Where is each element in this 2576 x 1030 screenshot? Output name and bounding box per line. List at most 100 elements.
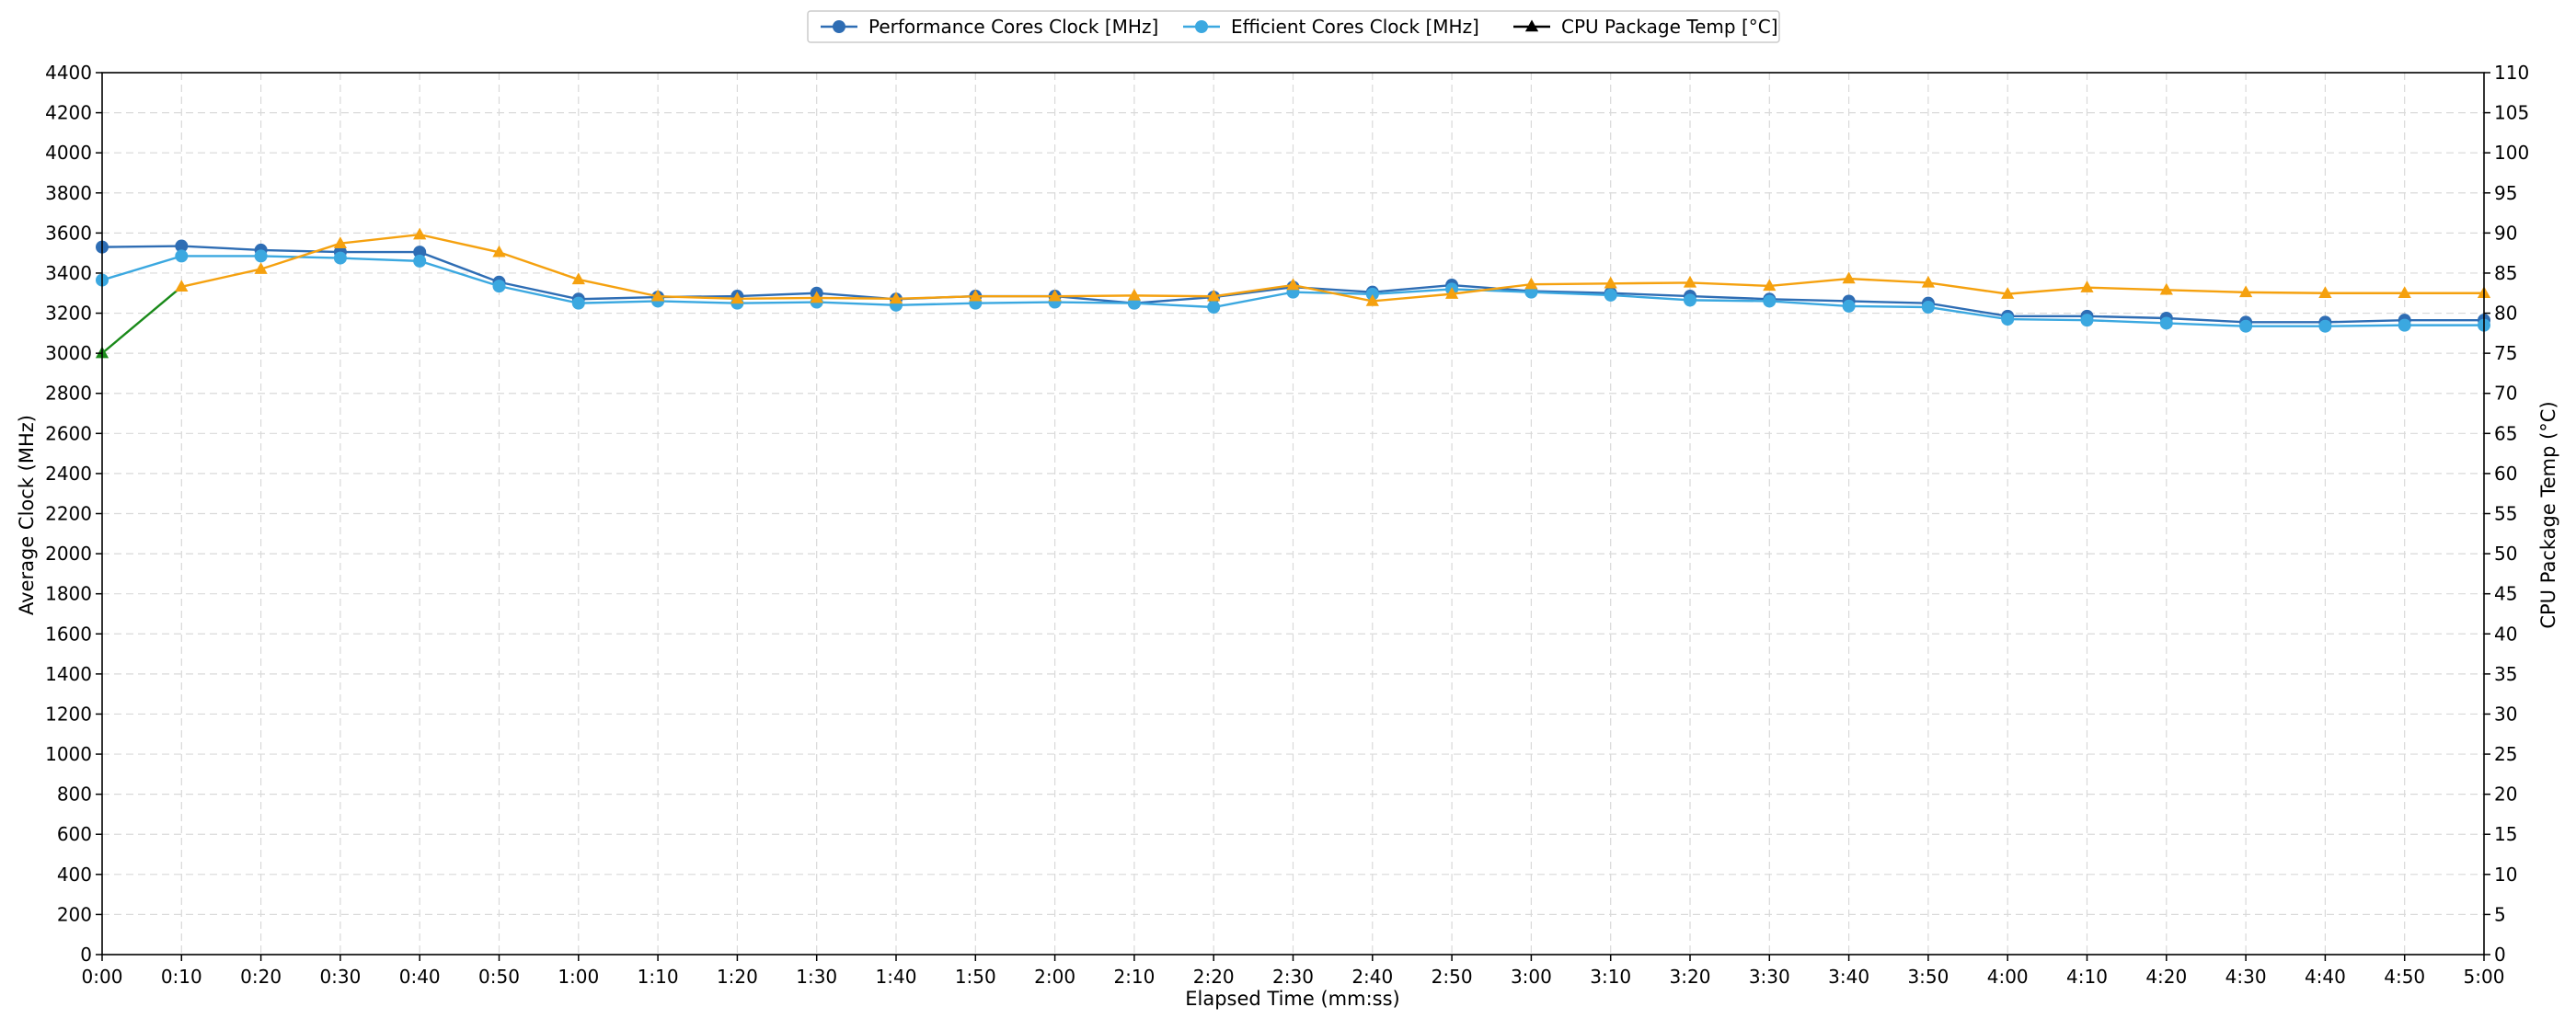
y2-tick-label: 105 <box>2494 102 2529 124</box>
series-2-point <box>254 262 268 274</box>
x-axis-label: Elapsed Time (mm:ss) <box>1185 988 1400 1010</box>
y2-tick-label: 80 <box>2494 303 2517 325</box>
y2-tick-label: 95 <box>2494 182 2517 204</box>
series-1-point <box>2001 313 2015 326</box>
series-0-point <box>175 239 189 253</box>
x-tick-label: 3:00 <box>1511 966 1552 988</box>
x-tick-label: 3:20 <box>1670 966 1711 988</box>
y2-tick-label: 55 <box>2494 503 2517 525</box>
y-tick-label: 2600 <box>45 422 92 444</box>
series-2-point <box>1763 279 1777 292</box>
series-2-point <box>2001 287 2015 299</box>
series-2-point <box>1207 289 1221 302</box>
series-2-point <box>492 245 506 258</box>
x-tick-label: 0:50 <box>478 966 520 988</box>
x-tick-label: 3:40 <box>1828 966 1869 988</box>
series-1-point <box>571 296 585 310</box>
series-0-point <box>413 246 427 259</box>
series-2-point <box>1286 278 1300 291</box>
y-tick-label: 3400 <box>45 262 92 284</box>
y2-tick-label: 75 <box>2494 342 2517 364</box>
legend: Performance Cores Clock [MHz] Efficient C… <box>807 10 1780 43</box>
x-tick-label: 1:00 <box>558 966 599 988</box>
y-tick-label: 2000 <box>45 543 92 565</box>
legend-marker-0 <box>833 20 845 33</box>
x-tick-label: 4:50 <box>2384 966 2425 988</box>
series-2-point <box>810 291 823 303</box>
series-1-point <box>1365 287 1379 301</box>
y2-tick-label: 110 <box>2494 62 2529 84</box>
series-2-point <box>413 227 427 240</box>
x-tick-label: 2:00 <box>1034 966 1075 988</box>
x-tick-label: 1:40 <box>876 966 917 988</box>
series-2-point <box>1604 276 1617 289</box>
x-tick-label: 2:30 <box>1272 966 1314 988</box>
ticks-layer: 0:00 0:10 0:20 0:30 0:40 0:50 1:00 1:10 1:20 1:30… <box>45 62 2529 988</box>
x-tick-label: 4:00 <box>1987 966 2029 988</box>
series-1-point <box>1842 299 1856 313</box>
series-2-point <box>1921 275 1936 288</box>
y-tick-label: 2200 <box>45 503 92 525</box>
x-tick-label: 4:40 <box>2305 966 2346 988</box>
series-1-point <box>2159 316 2173 330</box>
y2-tick-label: 35 <box>2494 663 2517 685</box>
x-tick-label: 5:00 <box>2464 966 2505 988</box>
y2-tick-label: 60 <box>2494 463 2517 485</box>
x-tick-label: 0:40 <box>399 966 441 988</box>
y-tick-label: 1800 <box>45 583 92 605</box>
series-2-point <box>571 272 585 285</box>
y-tick-label: 2400 <box>45 463 92 485</box>
x-tick-label: 1:20 <box>717 966 758 988</box>
series-2-point <box>1524 277 1538 290</box>
y2-tick-label: 0 <box>2494 944 2506 966</box>
x-tick-label: 3:50 <box>1907 966 1949 988</box>
x-tick-label: 1:10 <box>638 966 679 988</box>
y2-tick-label: 100 <box>2494 142 2529 164</box>
x-tick-label: 4:10 <box>2066 966 2108 988</box>
y2-tick-label: 90 <box>2494 222 2517 244</box>
y2-tick-label: 10 <box>2494 864 2517 886</box>
series-1-point <box>492 280 506 293</box>
y-tick-label: 3800 <box>45 182 92 204</box>
series-1-point <box>1684 293 1696 307</box>
y-tick-label: 4000 <box>45 142 92 164</box>
series-2-point <box>1683 275 1697 288</box>
y2-tick-label: 40 <box>2494 623 2517 645</box>
series-2-point <box>730 292 744 304</box>
y2-tick-label: 30 <box>2494 703 2517 725</box>
y-tick-label: 800 <box>57 784 92 806</box>
y-tick-label: 400 <box>57 864 92 886</box>
series-2-point <box>333 236 348 248</box>
series-1-point <box>1207 301 1221 315</box>
series-1-point <box>2398 318 2411 332</box>
series-1-point <box>333 251 347 265</box>
series-2-point <box>1365 293 1379 306</box>
x-tick-label: 4:30 <box>2225 966 2267 988</box>
series-2-point <box>175 280 189 292</box>
x-tick-label: 1:50 <box>955 966 996 988</box>
legend-label-0: Performance Cores Clock [MHz] <box>868 16 1158 38</box>
x-tick-label: 3:30 <box>1749 966 1790 988</box>
legend-label-2: CPU Package Temp [°C] <box>1561 16 1778 38</box>
series-2-point <box>2080 280 2094 292</box>
x-tick-label: 3:10 <box>1590 966 1631 988</box>
y2-tick-label: 50 <box>2494 543 2517 565</box>
series-2-point <box>889 292 903 304</box>
series-1-point <box>2080 314 2094 327</box>
series-2-point <box>2159 282 2173 295</box>
x-tick-label: 0:20 <box>240 966 282 988</box>
series-1-point <box>1763 294 1777 308</box>
x-tick-label: 4:20 <box>2145 966 2187 988</box>
series-1-point <box>2318 319 2332 333</box>
series-2-point <box>1048 289 1062 302</box>
series-layer <box>95 227 2491 359</box>
series-1-point <box>254 249 268 263</box>
y-tick-label: 600 <box>57 823 92 845</box>
y-tick-label: 1200 <box>45 703 92 725</box>
y2-tick-label: 5 <box>2494 903 2506 925</box>
y-axis-label: Average Clock (MHz) <box>16 415 38 615</box>
y2-tick-label: 20 <box>2494 784 2517 806</box>
series-2-point <box>969 289 983 302</box>
series-2-line <box>181 233 2484 303</box>
